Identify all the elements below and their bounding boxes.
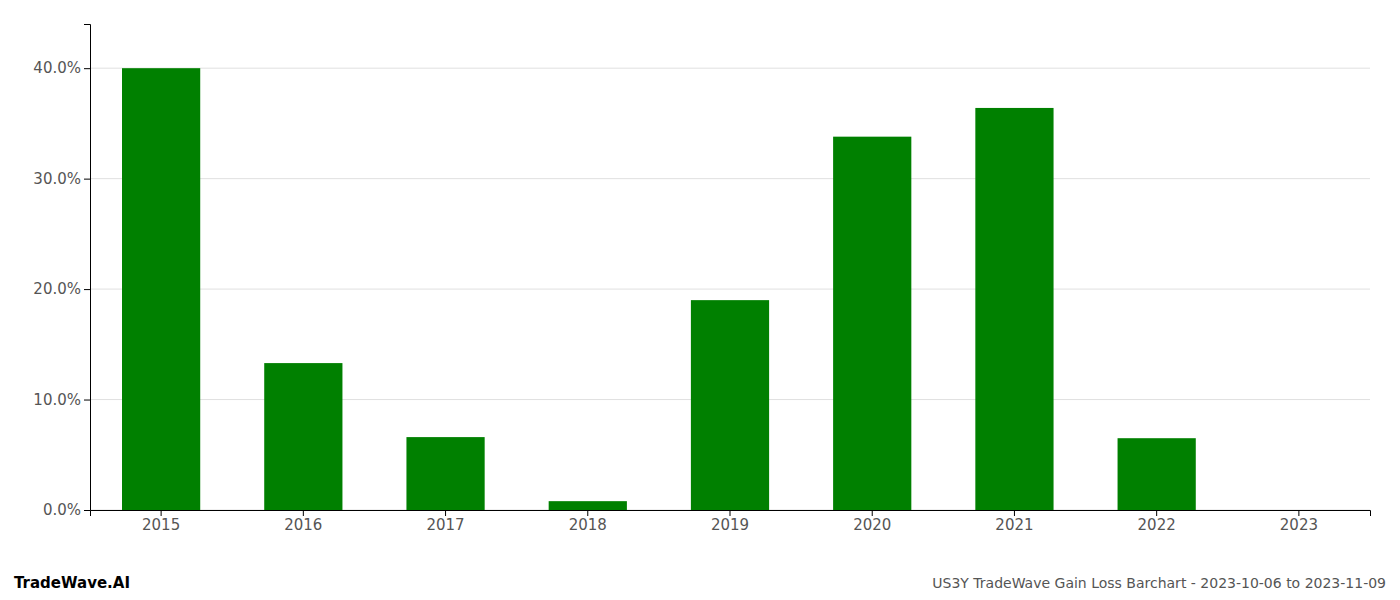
y-tick-label: 20.0% <box>33 280 81 298</box>
y-tick-label: 0.0% <box>43 501 81 519</box>
annotation: US3Y TradeWave Gain Loss Barchart - 2023… <box>932 575 1386 591</box>
bar <box>1260 510 1338 511</box>
bar <box>122 68 200 510</box>
grid <box>90 68 1370 510</box>
grid-line <box>90 178 1370 179</box>
x-tick: 2017 <box>426 510 464 534</box>
bar <box>1118 438 1196 510</box>
x-tick-label: 2020 <box>853 516 891 534</box>
x-tick-label: 2015 <box>142 516 180 534</box>
bar <box>975 108 1053 510</box>
y-tick-mark <box>84 68 90 69</box>
bar <box>691 300 769 510</box>
y-tick-label: 30.0% <box>33 170 81 188</box>
bar <box>549 501 627 510</box>
x-tick: 2016 <box>284 510 322 534</box>
x-tick: 2018 <box>569 510 607 534</box>
plot: 0.0% 10.0% 20.0% 30.0% 40.0% 2015 2016 2017 2018… <box>33 25 1370 534</box>
x-tick-label: 2023 <box>1280 516 1318 534</box>
bars <box>122 68 1196 510</box>
annotation: TradeWave.AI <box>14 574 130 592</box>
grid-line <box>90 289 1370 290</box>
y-tick: 10.0% <box>33 391 90 409</box>
x-tick: 2021 <box>995 510 1033 534</box>
y-tick-mark <box>84 179 90 180</box>
y-tick: 20.0% <box>33 280 90 298</box>
y-tick-label: 10.0% <box>33 391 81 409</box>
x-tick-label: 2019 <box>711 516 749 534</box>
x-tick: 2015 <box>142 510 180 534</box>
y-tick-label: 40.0% <box>33 59 81 77</box>
y-tick-mark <box>84 289 90 290</box>
y-tick: 40.0% <box>33 59 90 77</box>
y-axis: 0.0% 10.0% 20.0% 30.0% 40.0% <box>33 25 90 520</box>
x-tick: 2022 <box>1138 510 1176 534</box>
y-tick: 30.0% <box>33 170 90 188</box>
bar <box>264 363 342 510</box>
x-tick: 2019 <box>711 510 749 534</box>
x-tick-label: 2016 <box>284 516 322 534</box>
x-tick-label: 2017 <box>426 516 464 534</box>
bar <box>406 437 484 510</box>
chart-svg: 0.0% 10.0% 20.0% 30.0% 40.0% 2015 2016 2017 2018… <box>0 0 1400 600</box>
x-tick-label: 2018 <box>569 516 607 534</box>
y-axis-line <box>84 25 91 511</box>
bar <box>833 137 911 510</box>
x-tick-label: 2022 <box>1138 516 1176 534</box>
x-axis: 2015 2016 2017 2018 2019 2020 2021 2022 2023 <box>91 510 1371 534</box>
x-tick-label: 2021 <box>995 516 1033 534</box>
x-tick: 2023 <box>1280 510 1318 534</box>
grid-line <box>90 68 1370 69</box>
y-tick-mark <box>84 510 90 511</box>
x-tick: 2020 <box>853 510 891 534</box>
y-tick: 0.0% <box>43 501 90 519</box>
y-tick-mark <box>84 400 90 401</box>
